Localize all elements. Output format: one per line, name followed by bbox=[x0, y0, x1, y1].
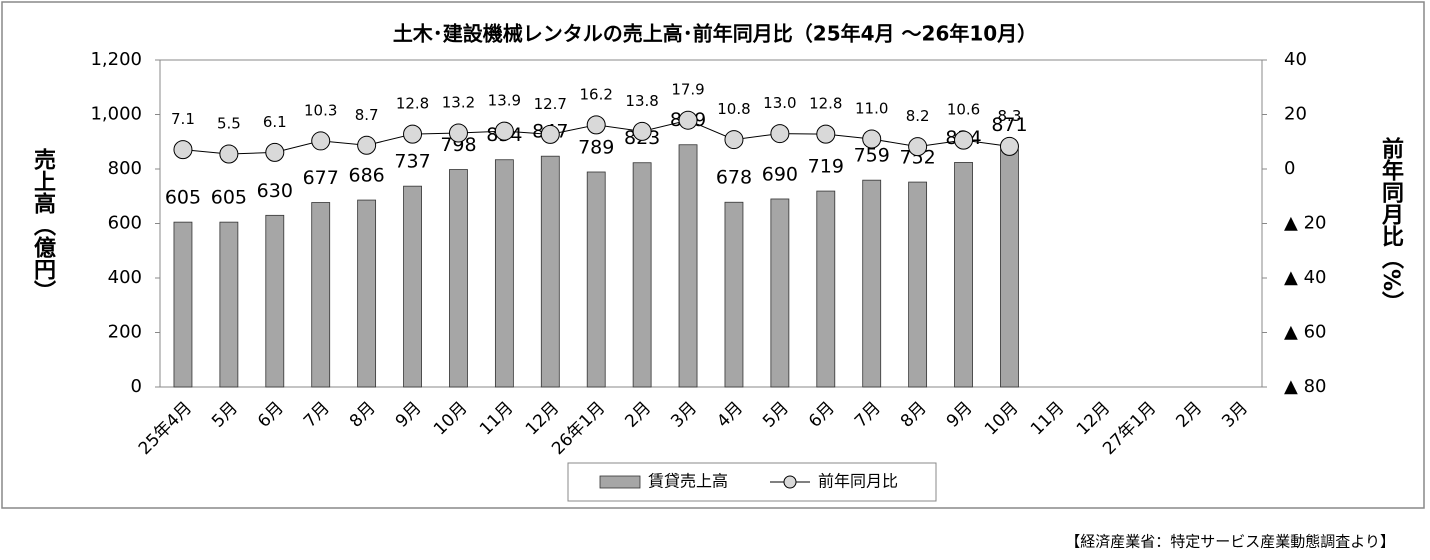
line-value-label: 10.6 bbox=[947, 101, 980, 119]
bar bbox=[265, 214, 285, 388]
bar-value-label: 752 bbox=[899, 147, 935, 169]
line-value-label: 16.2 bbox=[580, 85, 613, 103]
source-note: 【経済産業省：特定サービス産業動態調査より】 bbox=[1065, 533, 1395, 551]
y-tick-label: 0 bbox=[131, 376, 142, 397]
bar-value-label: 686 bbox=[348, 165, 384, 187]
line-value-label: 13.9 bbox=[488, 92, 521, 110]
bar-value-label: 630 bbox=[257, 180, 293, 202]
line-value-label: 12.7 bbox=[534, 95, 567, 113]
bar bbox=[357, 199, 377, 388]
bar bbox=[403, 185, 422, 388]
bar bbox=[678, 144, 698, 388]
bar-value-label: 690 bbox=[762, 163, 798, 185]
line-value-label: 10.8 bbox=[717, 100, 750, 118]
legend-marker bbox=[783, 475, 797, 489]
bar bbox=[954, 162, 973, 388]
bar bbox=[862, 179, 882, 388]
y2-tick-label: 0 bbox=[1284, 158, 1295, 179]
bar bbox=[449, 169, 468, 388]
line-value-label: 13.8 bbox=[625, 92, 658, 110]
y-tick-label: 600 bbox=[108, 213, 142, 234]
line-value-label: 6.1 bbox=[263, 113, 287, 131]
line-marker bbox=[173, 140, 193, 160]
line-marker bbox=[862, 129, 882, 149]
y2-tick-label: ▲ 20 bbox=[1284, 213, 1326, 234]
plot-area bbox=[159, 59, 1263, 388]
line-marker bbox=[540, 124, 560, 144]
bar bbox=[724, 201, 744, 388]
bar bbox=[494, 159, 514, 388]
line-marker bbox=[357, 135, 377, 155]
bar-value-label: 789 bbox=[578, 136, 614, 158]
chart-title: 土木･建設機械レンタルの売上高･前年同月比（25年4月 ～26年10月） bbox=[393, 22, 1037, 46]
line-value-label: 7.1 bbox=[171, 110, 195, 128]
bar-value-label: 737 bbox=[394, 151, 430, 173]
bar-value-label: 677 bbox=[303, 167, 339, 189]
y2-axis-title: 前年同月比（%） bbox=[1378, 136, 1405, 313]
bar bbox=[816, 190, 836, 388]
line-value-label: 12.8 bbox=[809, 95, 842, 113]
y2-tick-label: ▲ 40 bbox=[1284, 267, 1326, 288]
y-tick-label: 200 bbox=[108, 322, 142, 343]
bar bbox=[311, 202, 331, 388]
y2-tick-label: ▲ 60 bbox=[1284, 322, 1326, 343]
line-marker bbox=[448, 123, 468, 143]
line-marker bbox=[954, 130, 974, 150]
line-marker bbox=[724, 130, 744, 150]
line-marker bbox=[999, 136, 1019, 156]
y-tick-label: 1,000 bbox=[90, 104, 142, 125]
y2-tick-label: 20 bbox=[1284, 104, 1307, 125]
y-tick-label: 1,200 bbox=[90, 49, 142, 70]
y-axis-title: 売上高（億円） bbox=[30, 147, 56, 302]
bar-value-label: 719 bbox=[808, 156, 844, 178]
bar-value-label: 759 bbox=[854, 145, 890, 167]
line-value-label: 11.0 bbox=[855, 100, 888, 118]
y2-tick-label: ▲ 80 bbox=[1284, 376, 1326, 397]
line-marker bbox=[403, 124, 423, 144]
legend-label: 前年同月比 bbox=[818, 472, 898, 491]
line-marker bbox=[219, 144, 239, 164]
bar-value-label: 605 bbox=[211, 187, 247, 209]
line-value-label: 10.3 bbox=[304, 101, 337, 119]
bar bbox=[770, 198, 790, 388]
bar-value-label: 871 bbox=[991, 114, 1027, 136]
line-value-label: 12.8 bbox=[396, 95, 429, 113]
bar-value-label: 798 bbox=[440, 134, 476, 156]
line-value-label: 5.5 bbox=[217, 115, 241, 133]
y2-tick-label: 40 bbox=[1284, 49, 1307, 70]
bar-value-label: 678 bbox=[716, 167, 752, 189]
line-value-label: 8.2 bbox=[906, 107, 930, 125]
line-marker bbox=[678, 110, 698, 130]
line-value-label: 8.3 bbox=[998, 107, 1022, 125]
line-marker bbox=[770, 124, 790, 144]
bar bbox=[219, 221, 239, 388]
line-marker bbox=[908, 137, 928, 157]
bar-value-label: 605 bbox=[165, 187, 201, 209]
line-marker bbox=[265, 142, 285, 162]
y-tick-label: 800 bbox=[108, 158, 142, 179]
line-marker bbox=[311, 131, 331, 151]
legend-label: 賃貸売上高 bbox=[648, 472, 728, 491]
line-value-label: 8.7 bbox=[355, 106, 379, 124]
line-value-label: 13.0 bbox=[763, 94, 796, 112]
bar bbox=[540, 155, 560, 388]
y-tick-label: 400 bbox=[108, 267, 142, 288]
bar bbox=[173, 221, 193, 388]
line-marker bbox=[632, 121, 652, 141]
legend-swatch bbox=[599, 475, 641, 489]
bar bbox=[632, 162, 652, 388]
bar bbox=[908, 181, 928, 388]
line-value-label: 13.2 bbox=[442, 94, 475, 112]
line-value-label: 17.9 bbox=[671, 81, 704, 99]
bar bbox=[1000, 149, 1019, 388]
line-marker bbox=[494, 121, 514, 141]
line-marker bbox=[586, 115, 606, 135]
line-marker bbox=[816, 124, 836, 144]
bar bbox=[586, 171, 606, 388]
